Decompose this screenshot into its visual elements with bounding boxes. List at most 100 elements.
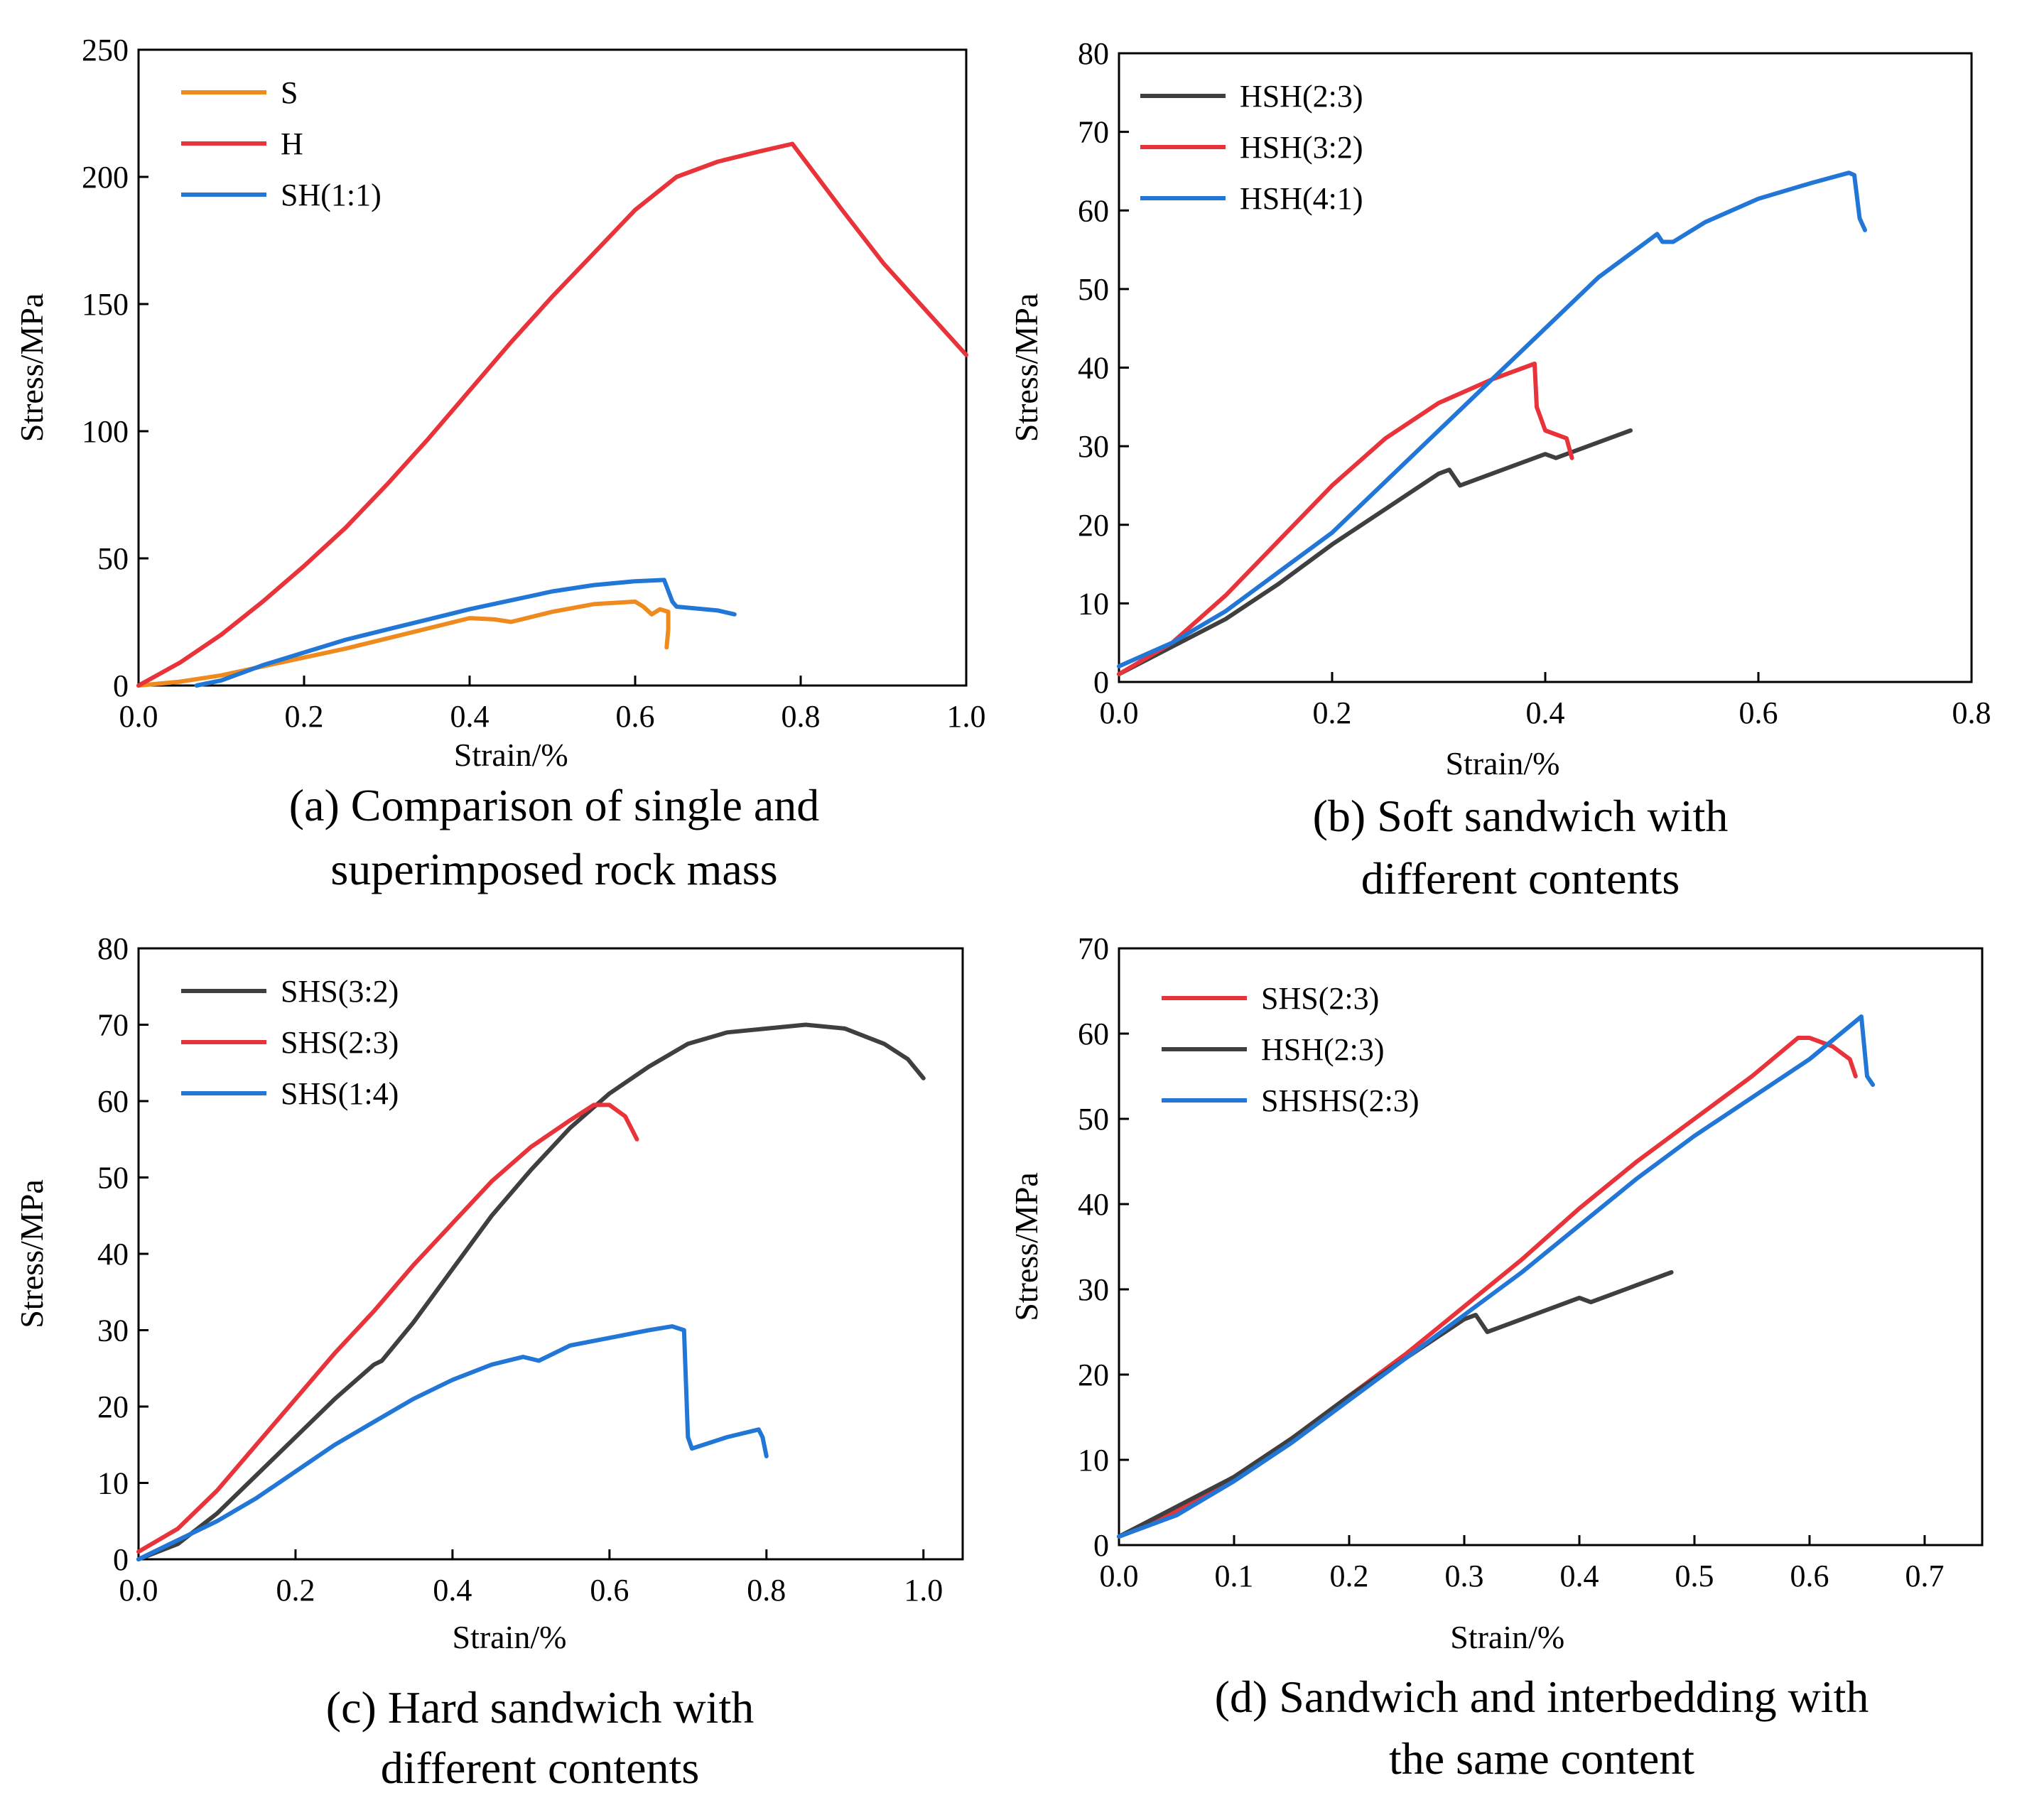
series-line-s [136,599,671,688]
legend-label: H [281,126,303,161]
y-tick-label: 250 [82,33,129,67]
legend-label: HSH(2:3) [1261,1032,1385,1067]
x-tick-label: 0.0 [119,1573,158,1608]
legend-label: SHS(3:2) [281,974,399,1009]
series-line-shshs-2-3 [1117,1014,1876,1539]
y-tick-label: 40 [1078,1187,1109,1222]
x-tick-label: 0.4 [1526,695,1565,730]
x-axis-label: Strain/% [1446,745,1560,781]
panel-caption: (c) Hard sandwich with [326,1682,754,1733]
panel-caption: different contents [381,1743,699,1793]
x-tick-label: 0.0 [119,699,158,734]
series-line-h [136,141,968,688]
panel-caption: (a) Comparison of single and [289,780,820,830]
y-tick-label: 10 [97,1466,129,1501]
y-tick-label: 50 [1078,272,1109,307]
y-tick-label: 0 [1093,1528,1109,1563]
y-tick-label: 50 [1078,1102,1109,1137]
y-tick-label: 70 [1078,931,1109,966]
y-tick-label: 0 [1093,665,1109,700]
x-tick-label: 0.2 [1330,1559,1369,1593]
x-tick-label: 0.6 [616,699,655,734]
y-tick-label: 10 [1078,586,1109,621]
series-line-hsh-2-3 [1117,428,1633,676]
y-tick-label: 40 [1078,351,1109,386]
x-axis-label: Strain/% [453,1619,567,1655]
y-axis-label: Stress/MPa [1008,1172,1044,1321]
legend-label: HSH(2:3) [1240,79,1363,114]
x-tick-label: 0.0 [1100,695,1139,730]
x-tick-label: 1.0 [947,699,986,734]
y-tick-label: 40 [97,1237,129,1272]
y-tick-label: 150 [82,287,129,322]
legend-label: SHS(2:3) [281,1025,399,1060]
y-axis-label: Stress/MPa [13,293,50,443]
x-tick-label: 0.4 [450,699,490,734]
x-tick-label: 0.3 [1445,1559,1484,1593]
legend-label: SH(1:1) [281,178,382,212]
y-axis-label: Stress/MPa [13,1179,50,1328]
panel-caption: the same content [1389,1733,1694,1784]
x-axis-label: Strain/% [454,737,568,773]
series-line-shs-1-4 [136,1324,769,1561]
y-tick-label: 60 [1078,1017,1109,1051]
y-tick-label: 10 [1078,1443,1109,1478]
y-tick-label: 20 [1078,1358,1109,1392]
x-tick-label: 0.0 [1100,1559,1139,1593]
series-line-hsh-4-1 [1117,170,1867,668]
y-tick-label: 70 [1078,115,1109,150]
x-tick-label: 1.0 [904,1573,943,1608]
y-tick-label: 200 [82,160,129,195]
x-axis-label: Strain/% [1450,1619,1564,1655]
y-tick-label: 0 [113,668,129,703]
x-tick-label: 0.4 [1560,1559,1599,1593]
legend-label: SHS(1:4) [281,1076,399,1111]
series-line-shs-2-3 [136,1103,639,1554]
x-tick-label: 0.8 [747,1573,786,1608]
series-line-shs-2-3 [1117,1036,1858,1539]
y-axis-label: Stress/MPa [1008,293,1044,443]
plot-frame [137,48,968,687]
series-line-shs-3-2 [136,1022,926,1561]
x-tick-label: 0.2 [285,699,324,734]
y-tick-label: 80 [1078,36,1109,71]
y-tick-label: 30 [97,1313,129,1348]
y-tick-label: 60 [97,1084,129,1119]
y-tick-label: 20 [97,1390,129,1424]
panel-caption: (d) Sandwich and interbedding with [1215,1672,1869,1722]
y-tick-label: 30 [1078,1272,1109,1307]
series-line-sh-1-1 [194,578,737,688]
chart-panel-d: 0.0 0.1 0.2 0.3 0.4 0.5 0.6 0.7 0 10 20 30 40 50 60 70 S… [1008,931,1984,1784]
legend-label: SHSHS(2:3) [1261,1083,1420,1118]
y-tick-label: 80 [97,931,129,966]
x-tick-label: 0.2 [276,1573,315,1608]
y-tick-label: 50 [97,541,129,576]
y-tick-label: 60 [1078,193,1109,228]
chart-panel-a: 0.0 0.2 0.4 0.6 0.8 1.0 0 50 100 150 200 250 Strain/… [13,33,986,894]
x-tick-label: 0.6 [1739,695,1778,730]
y-tick-label: 50 [97,1161,129,1196]
y-tick-label: 30 [1078,429,1109,464]
legend-label: HSH(3:2) [1240,130,1363,165]
series-line-hsh-2-3 [1117,1270,1674,1539]
legend-label: HSH(4:1) [1240,181,1363,216]
legend-label: S [281,75,298,110]
y-tick-label: 20 [1078,508,1109,543]
x-tick-label: 0.5 [1675,1559,1714,1593]
x-tick-label: 0.6 [1790,1559,1829,1593]
panel-caption: superimposed rock mass [330,844,777,894]
x-tick-label: 0.7 [1905,1559,1945,1593]
y-tick-label: 100 [82,414,129,449]
y-tick-label: 0 [113,1542,129,1577]
plot-frame [1118,947,1984,1547]
chart-panel-c: 0.0 0.2 0.4 0.6 0.8 1.0 0 10 20 30 40 50 60 70 80 Strai… [13,931,964,1793]
panel-caption: (b) Soft sandwich with [1313,791,1729,841]
panel-caption: different contents [1361,853,1680,904]
x-tick-label: 0.1 [1215,1559,1254,1593]
chart-panel-b: 0.0 0.2 0.4 0.6 0.8 0 10 20 30 40 50 60 70 80 Strain/%… [1008,36,1991,904]
x-tick-label: 0.6 [590,1573,629,1608]
y-tick-label: 70 [97,1008,129,1043]
x-tick-label: 0.8 [782,699,821,734]
legend-label: SHS(2:3) [1261,981,1379,1016]
